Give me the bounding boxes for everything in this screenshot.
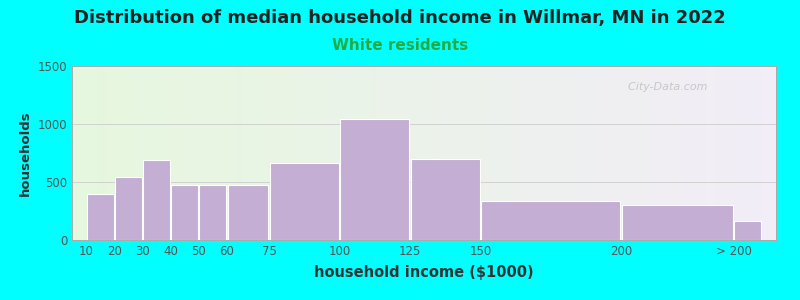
Bar (622, 205, 733, 240)
Bar (340, 119, 410, 240)
Bar (115, 177, 142, 240)
Text: Distribution of median household income in Willmar, MN in 2022: Distribution of median household income … (74, 9, 726, 27)
Bar (171, 185, 198, 240)
Bar (270, 164, 339, 240)
Bar (734, 221, 762, 240)
Text: City-Data.com: City-Data.com (621, 82, 708, 92)
Bar (410, 159, 480, 240)
Y-axis label: households: households (19, 110, 32, 196)
X-axis label: household income ($1000): household income ($1000) (314, 265, 534, 280)
Bar (86, 194, 114, 240)
Text: White residents: White residents (332, 38, 468, 52)
Bar (143, 160, 170, 240)
Bar (199, 185, 226, 240)
Bar (227, 185, 269, 240)
Bar (481, 201, 621, 240)
